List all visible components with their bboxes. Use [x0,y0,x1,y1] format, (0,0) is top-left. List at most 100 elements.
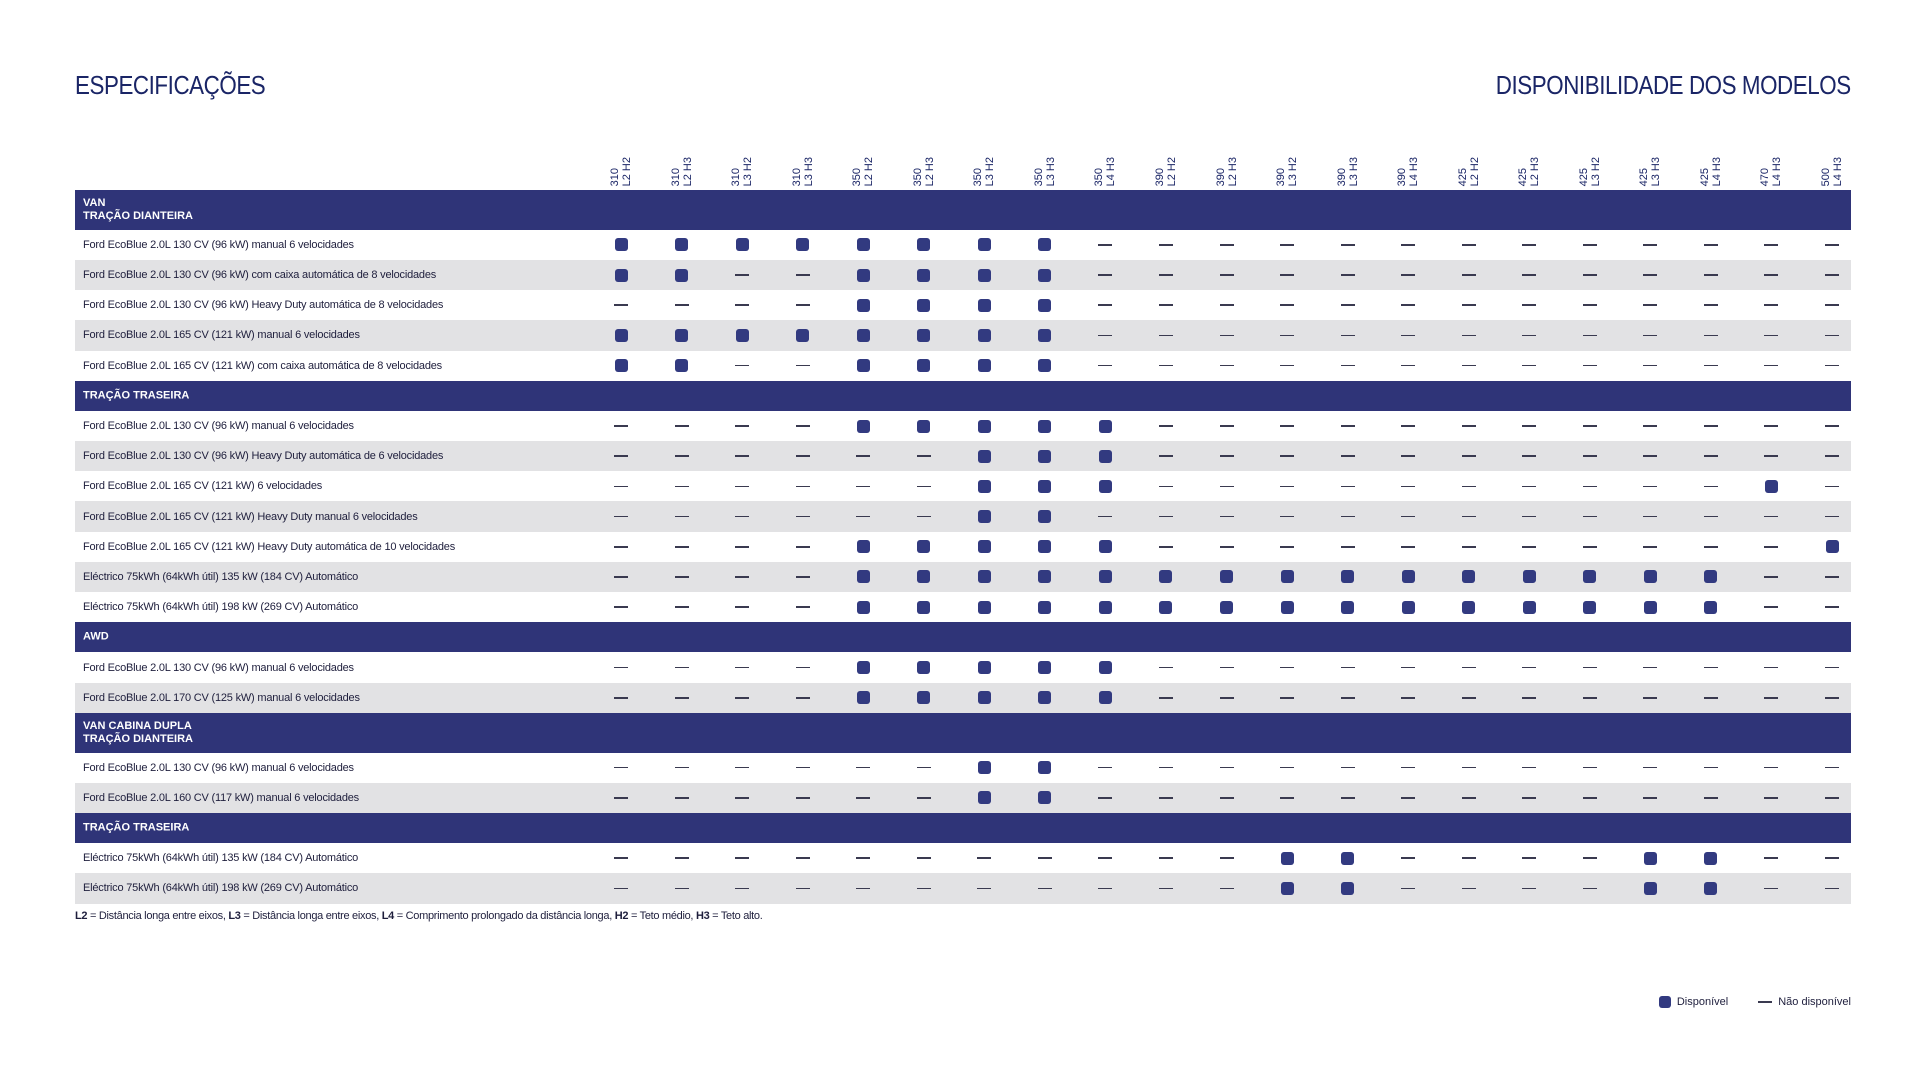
available-marker-icon [1038,570,1052,584]
availability-cell [1393,237,1423,253]
unavailable-dash-icon [1522,485,1537,488]
availability-cell [788,660,818,676]
unavailable-dash-icon [614,304,628,307]
availability-cell [1333,850,1363,866]
availability-cell [1635,569,1665,585]
unavailable-dash-icon [614,857,628,860]
available-marker-icon [917,691,931,705]
availability-cell [1151,790,1181,806]
unavailable-dash-icon [1703,666,1718,669]
unavailable-dash-icon [1764,364,1779,367]
unavailable-dash-icon [1098,244,1113,246]
availability-cell [1575,448,1605,464]
unavailable-dash-icon [1703,766,1718,769]
available-marker-icon [1098,661,1112,675]
availability-cell [1030,539,1060,555]
legend-unavailable-label: Não disponível [1778,996,1851,1008]
availability-cell [1212,478,1242,494]
footnote-definition: = Distância longa entre eixos, [240,910,382,922]
available-marker-icon [1038,298,1052,312]
availability-cell [727,509,757,525]
unavailable-dash-icon [1340,766,1355,769]
available-marker-icon [917,540,931,554]
available-marker-icon [1038,510,1052,524]
availability-cell [667,760,697,776]
unavailable-dash-icon [1098,334,1113,337]
unavailable-dash-icon [1158,334,1173,337]
availability-cell [1454,850,1484,866]
availability-cell [727,267,757,283]
unavailable-dash-icon [1582,666,1597,669]
unavailable-dash-icon [1461,244,1476,246]
unavailable-dash-icon [977,857,992,860]
column-header: 390 L3 H2 [1267,150,1307,186]
availability-cell [1575,690,1605,706]
unavailable-dash-icon [1340,364,1355,367]
unavailable-dash-icon [1401,666,1416,669]
column-header: 425 L2 H2 [1449,150,1489,186]
availability-cell [1030,660,1060,676]
engine-label: Ford EcoBlue 2.0L 165 CV (121 kW) Heavy … [83,510,418,523]
unavailable-dash-icon [614,515,628,518]
column-header-series: 425 [1517,167,1530,186]
availability-cell [1393,760,1423,776]
availability-cell [1090,448,1120,464]
availability-cell [1333,880,1363,896]
availability-cell [909,267,939,283]
unavailable-dash-icon [1522,304,1537,307]
available-marker-icon [917,661,931,675]
available-marker-icon [1038,328,1052,342]
unavailable-dash-icon [735,455,750,457]
availability-cell [667,599,697,615]
available-marker-icon [1341,600,1355,614]
unavailable-dash-icon [1401,364,1416,367]
availability-cell [1090,509,1120,525]
available-marker-icon [977,691,991,705]
column-header-variant: L4 H3 [1408,156,1421,186]
availability-cell [1696,690,1726,706]
availability-cell [1817,660,1847,676]
unavailable-dash-icon [1643,545,1658,548]
table-row: Eléctrico 75kWh (64kWh útil) 135 kW (184… [75,843,1851,873]
unavailable-dash-icon [1280,364,1295,367]
unavailable-dash-icon [1643,334,1658,337]
availability-cell [667,478,697,494]
availability-cell [1696,760,1726,776]
available-marker-icon [1220,600,1233,614]
column-header-series: 390 [1335,167,1348,186]
availability-cell [1514,690,1544,706]
availability-cell [1151,599,1181,615]
legend: Disponível Não disponível [1658,996,1851,1008]
unavailable-dash-icon [1461,766,1476,769]
availability-cell [1151,660,1181,676]
availability-cell [1272,539,1302,555]
unavailable-dash-icon [1764,576,1779,578]
unavailable-dash-icon [1401,545,1416,548]
availability-cell [667,569,697,585]
footnote-term: L3 [228,910,241,922]
available-marker-icon [856,661,870,675]
unavailable-dash-icon [1764,606,1779,608]
availability-cell [969,539,999,555]
unavailable-dash-icon [1825,857,1839,860]
availability-cell [606,850,636,866]
available-marker-icon [1038,691,1052,705]
unavailable-dash-icon [1158,455,1173,457]
unavailable-dash-icon [1280,334,1295,337]
unavailable-dash-icon [1401,797,1416,799]
availability-cell [606,237,636,253]
availability-cell [727,418,757,434]
availability-cell [1090,790,1120,806]
column-header: 500 L4 H3 [1812,150,1852,186]
unavailable-dash-icon [1703,545,1718,548]
engine-label: Eléctrico 75kWh (64kWh útil) 198 kW (269… [83,882,359,895]
availability-cell [1817,237,1847,253]
availability-cell [1756,850,1786,866]
available-marker-icon [1038,268,1052,282]
unavailable-dash-icon [1098,887,1113,890]
unavailable-dash-icon [1764,244,1779,246]
availability-cell [848,569,878,585]
unavailable-dash-icon [735,304,750,307]
availability-cell [1696,267,1726,283]
unavailable-dash-icon [1158,857,1173,860]
